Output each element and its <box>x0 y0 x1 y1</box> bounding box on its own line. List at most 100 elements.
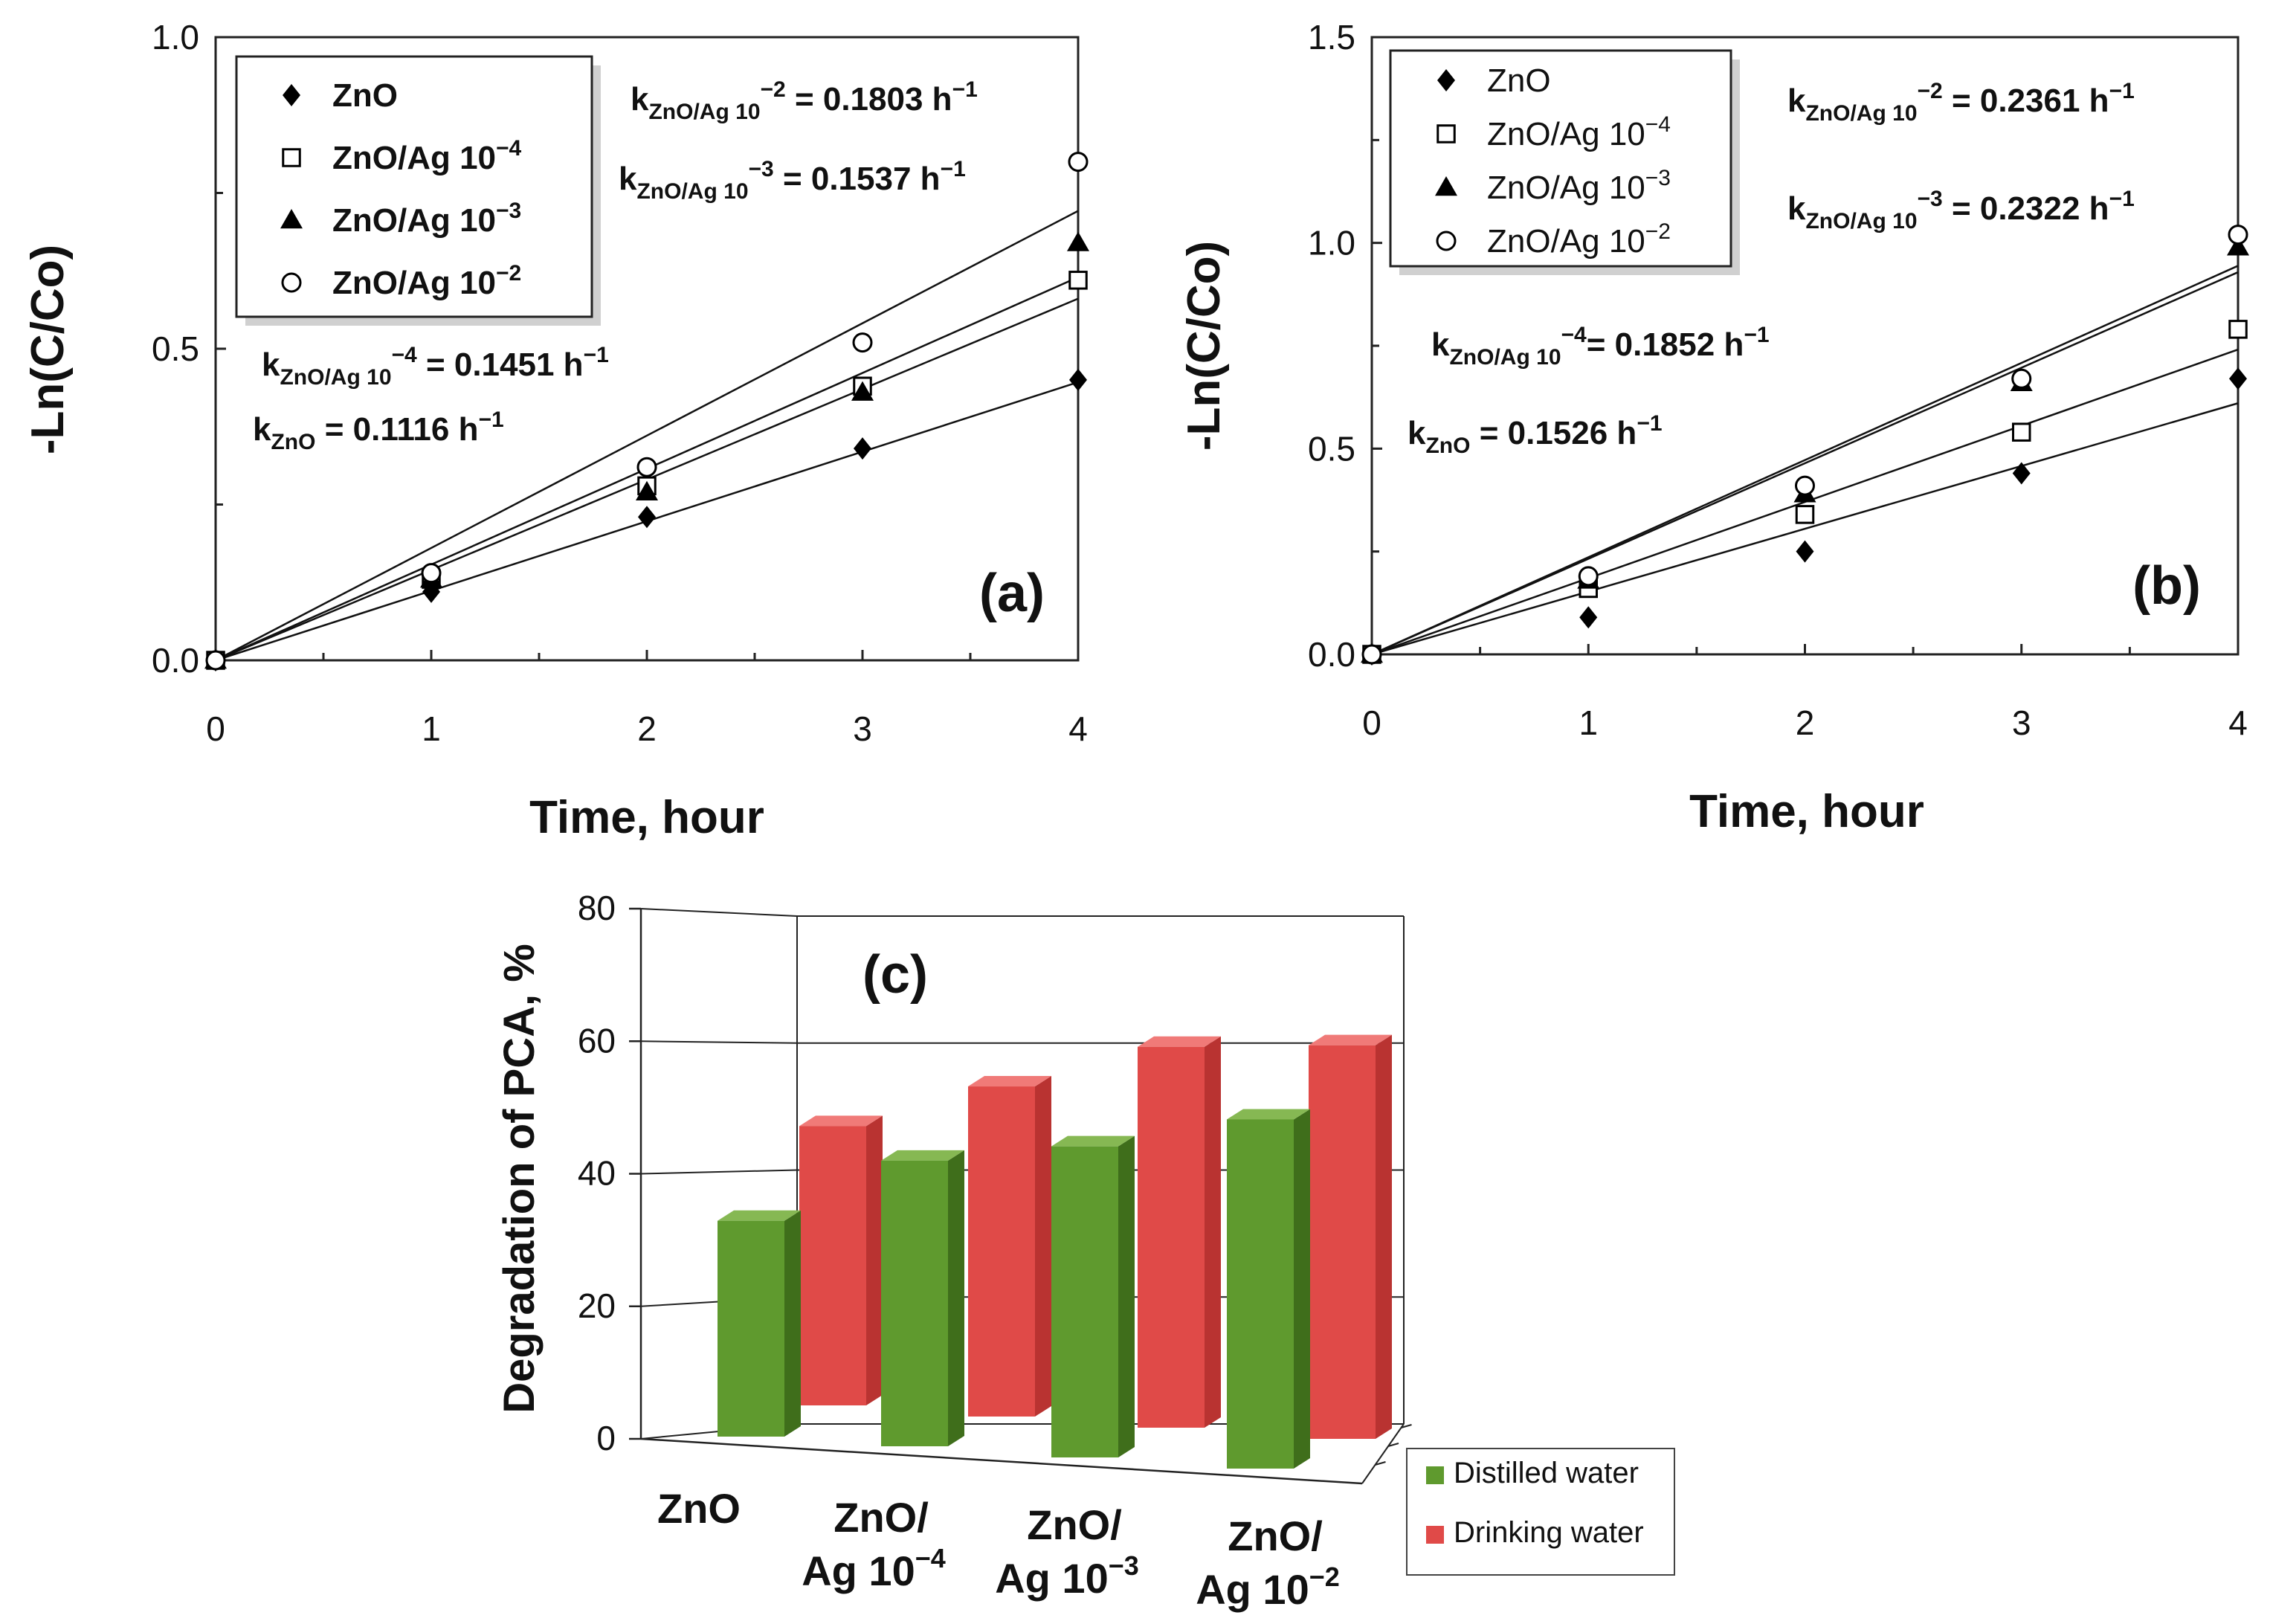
bar-front <box>881 1160 948 1446</box>
data-point <box>636 457 657 477</box>
data-point <box>851 381 874 401</box>
data-point <box>638 506 656 529</box>
y-tick-label: 20 <box>578 1286 616 1325</box>
legend-box <box>1406 1448 1675 1576</box>
panel-label: (c) <box>862 945 928 1005</box>
bar-top <box>1051 1135 1135 1147</box>
data-point <box>1796 540 1814 563</box>
legend-marker <box>282 148 301 167</box>
bar-top <box>1227 1109 1310 1120</box>
bar <box>1227 1109 1310 1469</box>
bar-front <box>799 1126 866 1405</box>
bar-side <box>1205 1036 1221 1428</box>
bar-top <box>1138 1036 1221 1047</box>
fit-line <box>1371 402 2239 656</box>
fit-line <box>1371 271 2239 656</box>
bar-top <box>968 1076 1051 1087</box>
y-tick-label: 80 <box>578 889 616 927</box>
data-point <box>1795 505 1815 524</box>
annotation-k-ag-10-3: kZnO/Ag 10−3 = 0.1537 h−1 <box>619 157 966 204</box>
y-tick-label: 0.5 <box>1308 429 1355 468</box>
bar-front <box>718 1220 784 1437</box>
y-axis-label: -Ln(C/Co) <box>1178 241 1230 451</box>
legend-label: ZnO/Ag 10−2 <box>1487 219 1671 260</box>
data-point <box>421 563 442 584</box>
floor-tick <box>1401 1424 1412 1428</box>
fit-line <box>1371 265 2239 656</box>
data-point <box>2227 236 2249 256</box>
data-point <box>1579 606 1598 629</box>
x-axis-label: Time, hour <box>1689 786 1924 837</box>
legend-marker <box>1436 231 1457 251</box>
x-tick-label: 3 <box>853 709 872 748</box>
grid-line <box>640 1040 798 1044</box>
annotation-k-ag-10-3: kZnO/Ag 10−3 = 0.2322 h−1 <box>1787 187 2135 233</box>
bar-front <box>1227 1119 1294 1469</box>
annotation-k-ag-10-4: kZnO/Ag 10−4 = 0.1451 h−1 <box>262 343 609 390</box>
bar-side <box>948 1150 964 1446</box>
bar-side <box>1376 1034 1392 1439</box>
x-tick-label: 4 <box>1068 709 1088 748</box>
floor-tick <box>1387 1443 1399 1447</box>
data-point <box>1068 271 1088 290</box>
legend-marker <box>280 209 303 229</box>
x-tick-label: 2 <box>1796 703 1815 742</box>
grid-line <box>640 908 798 917</box>
x-tick-label: 1 <box>1579 703 1598 742</box>
data-point <box>2012 422 2031 442</box>
bar <box>1138 1036 1221 1428</box>
legend-label: ZnO <box>1487 62 1551 99</box>
y-tick-label: 1.0 <box>1308 224 1355 262</box>
bar <box>881 1150 964 1446</box>
legend: ZnO ZnO/Ag 10−4 ZnO/Ag 10−3 ZnO/Ag 10−2 <box>235 55 601 326</box>
bar-side <box>1118 1135 1135 1457</box>
data-point <box>1795 475 1815 496</box>
panel-label: (b) <box>2132 556 2201 616</box>
category-label: ZnO/ <box>1228 1512 1323 1559</box>
annotation-k-zno: kZnO = 0.1116 h−1 <box>253 407 504 454</box>
x-tick-label: 1 <box>422 709 441 748</box>
legend-label: ZnO/Ag 10−3 <box>332 199 521 239</box>
bar-top <box>718 1210 801 1221</box>
bar-front <box>1051 1146 1118 1457</box>
bar-side <box>1294 1109 1310 1469</box>
grid-line <box>640 1169 798 1175</box>
y-tick-label: 40 <box>578 1154 616 1193</box>
legend-label: ZnO/Ag 10−4 <box>332 136 522 176</box>
annotation-k-ag-10-4: kZnO/Ag 10−4= 0.1852 h−1 <box>1431 323 1770 370</box>
data-point <box>2229 367 2247 390</box>
data-point <box>2228 320 2248 339</box>
y-tick-label: 0.0 <box>1308 635 1355 674</box>
bar-front <box>1309 1045 1376 1439</box>
bar-top <box>799 1115 883 1127</box>
y-axis-label: -Ln(C/Co) <box>22 245 74 454</box>
annotation-k-zno: kZnO = 0.1526 h−1 <box>1408 411 1663 458</box>
data-point <box>2228 225 2248 245</box>
y-tick-label: 0.5 <box>152 329 199 368</box>
category-label: ZnO <box>657 1485 741 1532</box>
y-tick-label: 0.0 <box>152 641 199 680</box>
legend-marker <box>281 272 302 293</box>
data-point <box>1361 644 1382 665</box>
data-point <box>1578 566 1599 587</box>
bar-front <box>1138 1046 1205 1428</box>
legend-swatch <box>1426 1526 1444 1544</box>
legend-label: ZnO/Ag 10−3 <box>1487 166 1671 206</box>
x-tick-label: 2 <box>637 709 657 748</box>
data-point <box>854 437 871 460</box>
floor-right-edge <box>1361 1423 1405 1484</box>
bar <box>1051 1135 1135 1457</box>
bar <box>968 1076 1051 1417</box>
annotation-k-ag-10-2: kZnO/Ag 10−2 = 0.2361 h−1 <box>1787 79 2135 126</box>
data-point <box>2011 368 2032 389</box>
legend-marker <box>1435 176 1457 196</box>
legend: ZnO ZnO/Ag 10−4 ZnO/Ag 10−3 ZnO/Ag 10−2 <box>1389 49 1740 275</box>
x-tick-label: 0 <box>206 709 225 748</box>
y-tick-label: 1.0 <box>152 18 199 57</box>
y-tick-label: 1.5 <box>1308 18 1355 57</box>
bar-front <box>968 1086 1035 1417</box>
category-label-line2: Ag 10−2 <box>1196 1562 1340 1613</box>
legend-label: ZnO/Ag 10−4 <box>1487 112 1671 152</box>
fit-line <box>215 210 1079 662</box>
